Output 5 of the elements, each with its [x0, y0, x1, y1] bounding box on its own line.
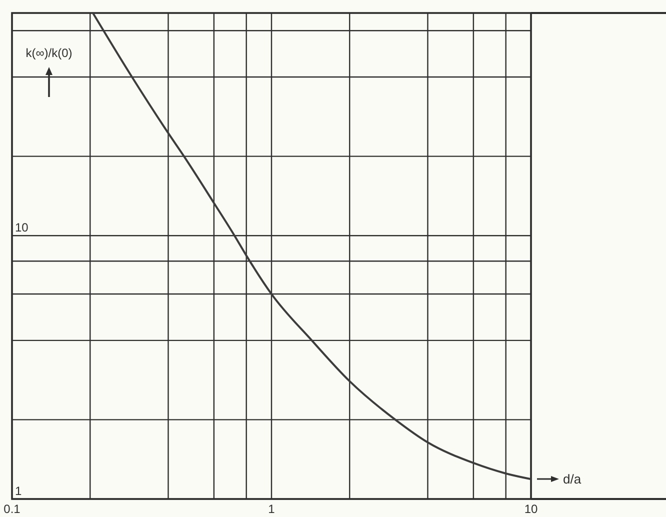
x-tick-label: 10 [524, 502, 538, 516]
y-axis-title: k(∞)/k(0) [26, 46, 72, 60]
x-axis-title: d/a [563, 472, 582, 486]
x-tick-label: 1 [268, 502, 276, 516]
x-tick-label: 0.1 [4, 502, 21, 516]
